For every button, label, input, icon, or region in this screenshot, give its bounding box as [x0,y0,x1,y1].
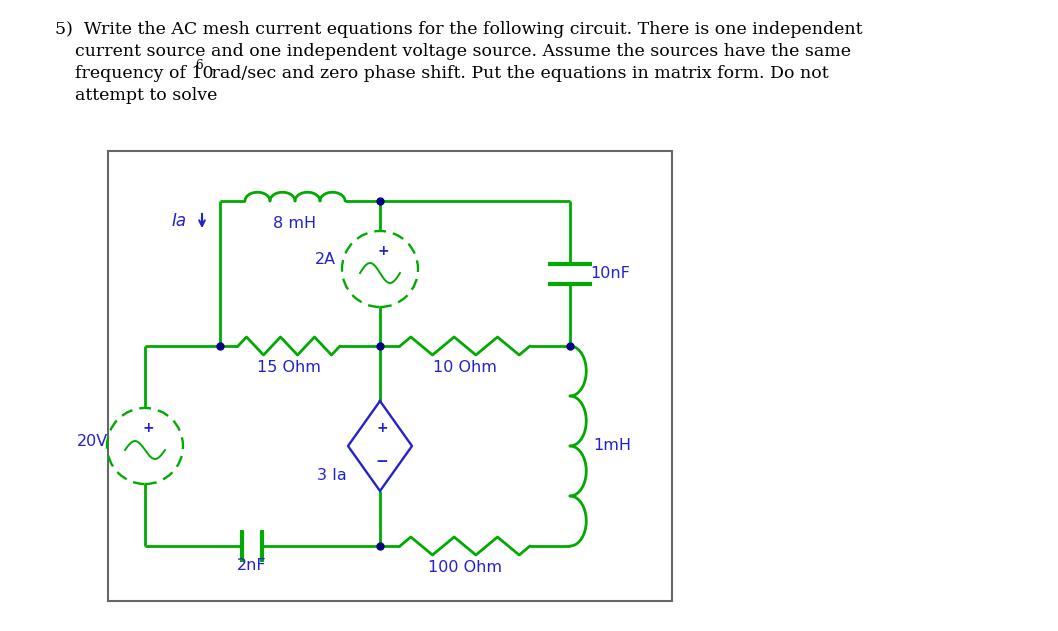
Text: 2nF: 2nF [237,558,267,574]
Text: +: + [378,244,388,258]
Text: 2A: 2A [314,252,335,266]
Text: 8 mH: 8 mH [273,216,316,230]
Text: 1mH: 1mH [592,439,631,454]
Text: 5)  Write the AC mesh current equations for the following circuit. There is one : 5) Write the AC mesh current equations f… [55,21,862,38]
Text: +: + [142,421,153,435]
Text: current source and one independent voltage source. Assume the sources have the s: current source and one independent volta… [75,43,851,60]
Text: 15 Ohm: 15 Ohm [257,360,321,375]
Text: 20V: 20V [77,433,109,449]
Text: 10 Ohm: 10 Ohm [433,360,497,375]
Text: 10nF: 10nF [590,266,630,281]
Text: frequency of 10: frequency of 10 [75,65,214,82]
Text: Ia: Ia [171,212,187,230]
Text: rad/sec and zero phase shift. Put the equations in matrix form. Do not: rad/sec and zero phase shift. Put the eq… [206,65,828,82]
Text: 3 Ia: 3 Ia [317,468,347,483]
Text: attempt to solve: attempt to solve [75,87,217,104]
Text: 100 Ohm: 100 Ohm [428,560,501,575]
Text: 6: 6 [195,59,203,72]
Text: −: − [376,454,388,469]
Bar [108,151,672,601]
Text: +: + [377,421,388,435]
